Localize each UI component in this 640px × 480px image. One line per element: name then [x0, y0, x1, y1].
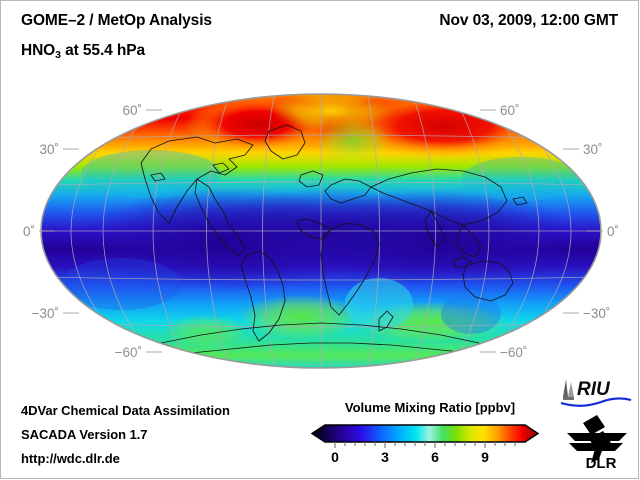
- subtitle-subscript: 3: [55, 49, 61, 61]
- riu-logo-text: RIU: [577, 379, 611, 400]
- colorbar-tick-label-9: 9: [481, 449, 489, 465]
- page-title: GOME–2 / MetOp Analysis: [21, 12, 212, 29]
- valid-time-label: Nov 03, 2009, 12:00 GMT: [439, 12, 618, 29]
- subtitle-prefix: HNO: [21, 42, 56, 59]
- lat-label-minus30-left: −30˚: [32, 306, 59, 321]
- footer-method-label: 4DVar Chemical Data Assimilation: [21, 403, 230, 418]
- colorbar-tick-label-3: 3: [381, 449, 389, 465]
- lat-label-minus30-right: −30˚: [583, 306, 610, 321]
- riu-swoosh-icon: [560, 397, 632, 407]
- graticule: [41, 94, 601, 368]
- mollweide-map: 30˚ 30˚ 0˚ 0˚ −30˚ −30˚ 60˚ 60˚ −60˚: [23, 93, 619, 369]
- colorbar[interactable]: [310, 424, 540, 448]
- lat-label-60-right: 60˚: [500, 103, 520, 118]
- colorbar-tick-labels: 0 3 6 9: [311, 449, 539, 469]
- subtitle-suffix: at 55.4 hPa: [60, 42, 146, 59]
- lat-label-minus60-right: −60˚: [500, 345, 527, 360]
- colorbar-svg: [310, 424, 540, 448]
- dlr-emblem-icon: [567, 415, 627, 463]
- footer-url-link[interactable]: http://wdc.dlr.de: [21, 451, 120, 466]
- lat-label-0-right: 0˚: [607, 224, 619, 239]
- coastlines: [140, 124, 528, 354]
- subtitle-species-level: HNO3 at 55.4 hPa: [21, 42, 146, 61]
- lat-label-30-right: 30˚: [583, 142, 603, 157]
- lat-label-minus60-left: −60˚: [115, 345, 142, 360]
- footer-version-label: SACADA Version 1.7: [21, 427, 148, 442]
- map-panel: 30˚ 30˚ 0˚ 0˚ −30˚ −30˚ 60˚ 60˚ −60˚: [1, 79, 640, 379]
- latitude-labels: 30˚ 30˚ 0˚ 0˚ −30˚ −30˚ 60˚ 60˚ −60˚: [23, 103, 619, 360]
- lat-label-60-left: 60˚: [122, 103, 142, 118]
- lat-label-0-left: 0˚: [23, 224, 35, 239]
- colorbar-body: [310, 424, 540, 443]
- colorbar-title: Volume Mixing Ratio [ppbv]: [344, 400, 516, 415]
- colorbar-tick-label-6: 6: [431, 449, 439, 465]
- riu-tower-icon: [563, 379, 574, 400]
- colorbar-tick-label-0: 0: [331, 449, 339, 465]
- riu-logo: RIU: [560, 379, 632, 407]
- lat-label-30-left: 30˚: [39, 142, 59, 157]
- dlr-logo-text: DLR: [586, 455, 617, 471]
- dlr-logo: DLR: [567, 415, 627, 471]
- colorbar-ticks: [334, 442, 516, 448]
